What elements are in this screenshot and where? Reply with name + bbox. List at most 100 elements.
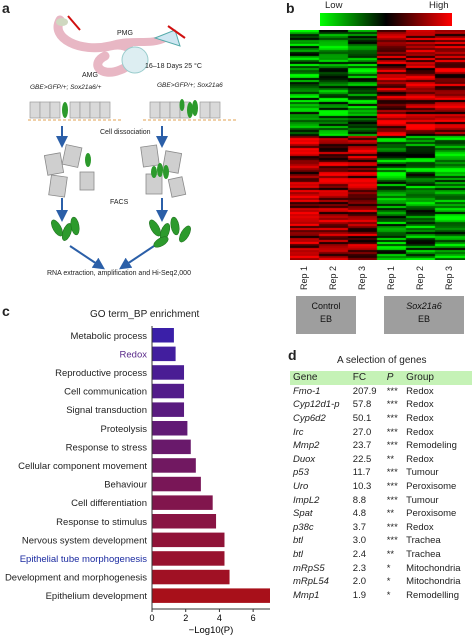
table-cell: Duox	[293, 453, 316, 465]
genotype-left: GBE>GFP/+; Sox21a6/+	[30, 84, 102, 91]
table-cell: 50.1	[352, 413, 372, 425]
table-cell: 2.3	[352, 562, 366, 574]
table-row: mRpS5 2.3 * Mitochondria	[290, 561, 472, 575]
category-label: Development and morphogenesis	[5, 573, 147, 584]
bar	[152, 495, 213, 510]
table-row: Spat 4.8 ** Peroxisome	[290, 507, 472, 521]
table-cell: *	[386, 589, 391, 601]
table-cell: Peroxisome	[406, 508, 457, 520]
gut-illustration	[53, 15, 186, 77]
epithelium-strips	[28, 99, 238, 121]
category-label: Redox	[120, 349, 148, 360]
replicate-label: Rep 3	[356, 265, 367, 290]
table-cell: ***	[386, 481, 398, 493]
bar	[152, 439, 191, 455]
table-cell: Cyp6d2	[293, 413, 326, 425]
table-row: p38c 3.7 *** Redox	[290, 521, 472, 535]
group-control-line1: Control	[311, 301, 341, 311]
genotype-right: GBE>GFP/+; Sox21a6	[157, 82, 223, 89]
table-cell: mRpS5	[293, 562, 325, 574]
table-cell: Peroxisome	[406, 481, 457, 493]
panel-d-label: d	[288, 347, 297, 363]
category-label: Reproductive process	[55, 368, 147, 379]
table-cell: Mmp2	[293, 440, 320, 452]
pmg-label: PMG	[117, 30, 133, 37]
category-label: Metabolic process	[70, 331, 147, 342]
category-label: Epithelium development	[46, 591, 148, 602]
table-cell: 8.8	[352, 494, 366, 506]
table-cell: Redox	[406, 426, 434, 438]
table-row: Uro 10.3 *** Peroxisome	[290, 480, 472, 494]
table-cell: Tumour	[406, 494, 439, 506]
table-cell: ***	[386, 521, 398, 533]
legend-low: Low	[325, 0, 343, 11]
table-cell: ***	[386, 413, 398, 425]
bar	[152, 328, 174, 343]
table-cell: ***	[386, 467, 398, 479]
bar	[152, 551, 225, 566]
genes-table-header: Gene FC P Group	[290, 371, 472, 385]
table-cell: 3.0	[352, 535, 366, 547]
table-cell: Mmp1	[293, 589, 320, 601]
replicate-label: Rep 1	[386, 265, 397, 290]
category-label: Epithelial tube morphogenesis	[20, 554, 148, 565]
replicate-label: Rep 2	[327, 265, 338, 290]
table-row: btl 3.0 *** Trachea	[290, 534, 472, 548]
table-cell: ImpL2	[293, 494, 320, 506]
table-row: Cyp6d2 50.1 *** Redox	[290, 412, 472, 426]
table-cell: mRpL54	[293, 576, 329, 588]
panel-b-label: b	[286, 0, 295, 16]
table-row: Cyp12d1-p 57.8 *** Redox	[290, 398, 472, 412]
category-label: Response to stimulus	[56, 517, 147, 528]
bar	[152, 458, 196, 473]
table-cell: 207.9	[352, 385, 377, 397]
color-scale-bar	[320, 13, 452, 26]
table-cell: 1.9	[352, 589, 366, 601]
table-row: ImpL2 8.8 *** Tumour	[290, 493, 472, 507]
category-label: Proteolysis	[101, 424, 148, 435]
category-label: Cell communication	[64, 387, 147, 398]
replicate-label: Rep 2	[415, 265, 426, 290]
table-row: Mmp1 1.9 * Remodelling	[290, 589, 472, 603]
table-cell: Redox	[406, 453, 434, 465]
table-cell: Irc	[293, 426, 304, 438]
table-cell: **	[386, 549, 395, 561]
bar	[152, 569, 230, 585]
table-cell: 3.7	[352, 521, 366, 533]
genes-title: A selection of genes	[337, 355, 427, 366]
bar	[152, 421, 188, 436]
table-cell: Tumour	[406, 467, 439, 479]
table-cell: 23.7	[352, 440, 372, 452]
category-label: Behaviour	[104, 480, 147, 491]
table-cell: *	[386, 562, 391, 574]
bar	[152, 383, 185, 399]
table-cell: Mitochondria	[406, 576, 461, 588]
table-cell: Trachea	[406, 535, 441, 547]
table-cell: 2.4	[352, 549, 366, 561]
table-row: Mmp2 23.7 *** Remodeling	[290, 439, 472, 453]
table-cell: 2.0	[352, 576, 366, 588]
legend-high: High	[429, 0, 449, 11]
go-enrichment-chart: Metabolic process Redox Reproductive proce…	[5, 326, 270, 636]
category-label: Response to stress	[66, 442, 148, 453]
group-control-line2: EB	[319, 314, 332, 324]
table-cell: p53	[293, 467, 309, 479]
table-cell: Redox	[406, 399, 434, 411]
panel-a-label: a	[2, 0, 10, 16]
conditions-label: 16–18 Days 25 °C	[145, 63, 202, 70]
step-final: RNA extraction, amplification and Hi-Seq…	[47, 270, 191, 277]
table-cell: Cyp12d1-p	[293, 399, 340, 411]
table-cell: ***	[386, 440, 398, 452]
step-facs: FACS	[110, 199, 129, 206]
step-dissociation: Cell dissociation	[100, 129, 151, 136]
bar	[152, 346, 176, 362]
table-row: p53 11.7 *** Tumour	[290, 466, 472, 480]
genes-table: Gene FC P Group Fmo-1 207.9 *** Redox Cyp12d1-p 5…	[290, 371, 472, 602]
category-label: Signal transduction	[66, 405, 147, 416]
table-cell: Uro	[293, 481, 309, 493]
table-cell: btl	[293, 535, 304, 547]
table-cell: **	[386, 453, 395, 465]
group-sox21a-line2: EB	[417, 314, 430, 324]
table-cell: 11.7	[352, 467, 371, 479]
x-tick-label: 2	[183, 613, 188, 623]
